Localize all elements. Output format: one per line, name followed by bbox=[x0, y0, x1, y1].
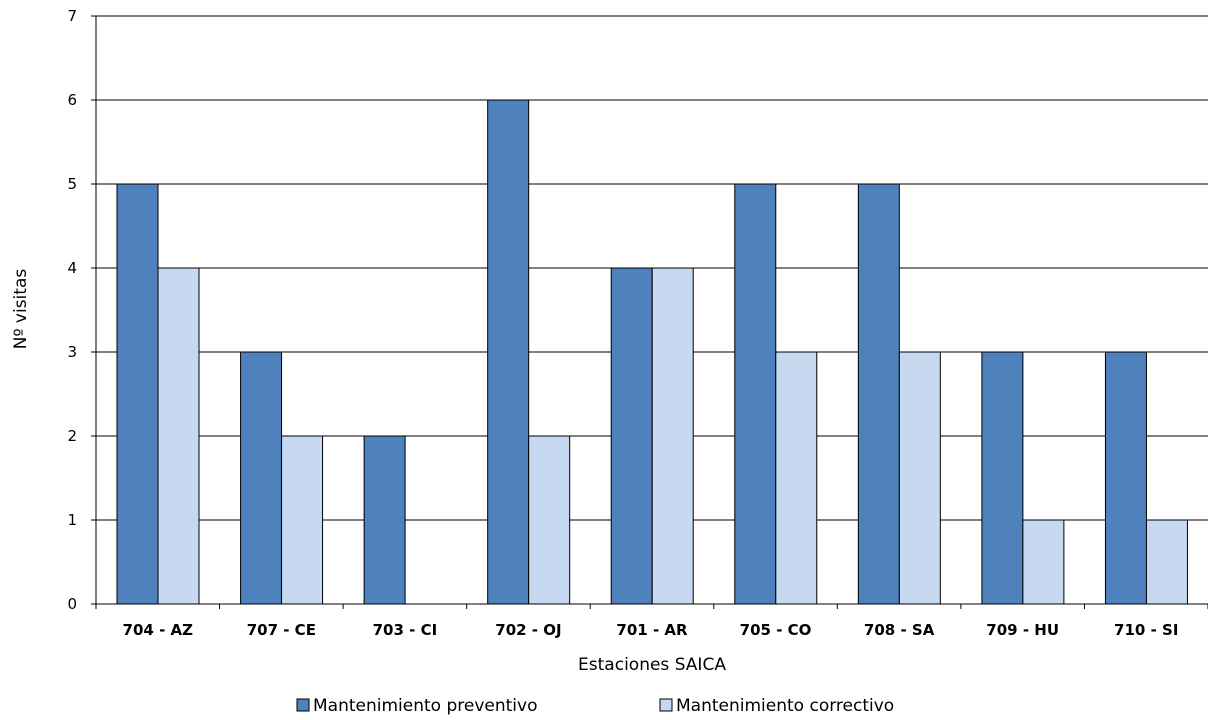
bar-preventivo bbox=[734, 183, 777, 605]
x-tick-label: 702 - OJ bbox=[495, 621, 561, 639]
x-axis-title: Estaciones SAICA bbox=[578, 655, 726, 675]
legend-swatch-preventivo bbox=[296, 698, 310, 712]
x-tick-label: 710 - SI bbox=[1114, 621, 1178, 639]
bar-correctivo bbox=[775, 351, 818, 605]
y-tick-label: 3 bbox=[67, 343, 77, 361]
bars bbox=[116, 99, 1188, 605]
bar-preventivo bbox=[363, 435, 406, 605]
bar-preventivo bbox=[487, 99, 530, 605]
y-axis-title: Nº visitas bbox=[11, 269, 31, 350]
bar-correctivo bbox=[157, 267, 200, 605]
axes bbox=[91, 15, 1208, 609]
bar-correctivo bbox=[651, 267, 694, 605]
bar-preventivo bbox=[857, 183, 900, 605]
legend-label-correctivo: Mantenimiento correctivo bbox=[676, 696, 894, 716]
bar-preventivo bbox=[116, 183, 159, 605]
bar-correctivo bbox=[1145, 519, 1188, 605]
y-tick-labels: 0 1 2 3 4 5 6 7 bbox=[67, 7, 77, 613]
bar-correctivo bbox=[281, 435, 324, 605]
y-tick-label: 7 bbox=[67, 7, 77, 25]
bar-preventivo bbox=[981, 351, 1024, 605]
y-tick-label: 0 bbox=[67, 595, 77, 613]
y-tick-label: 4 bbox=[67, 259, 77, 277]
x-tick-label: 701 - AR bbox=[616, 621, 688, 639]
legend-swatch-correctivo bbox=[659, 698, 673, 712]
bar-correctivo bbox=[528, 435, 571, 605]
y-tick-label: 1 bbox=[67, 511, 77, 529]
x-tick-labels: 704 - AZ 707 - CE 703 - CI 702 - OJ 701 - AR… bbox=[123, 621, 1179, 639]
x-tick-label: 709 - HU bbox=[986, 621, 1059, 639]
bar-preventivo bbox=[1104, 351, 1147, 605]
bar-correctivo bbox=[1022, 519, 1065, 605]
bar-preventivo bbox=[610, 267, 653, 605]
legend-label-preventivo: Mantenimiento preventivo bbox=[313, 696, 537, 716]
x-tick-label: 703 - CI bbox=[373, 621, 438, 639]
bar-preventivo bbox=[240, 351, 283, 605]
y-tick-label: 6 bbox=[67, 91, 77, 109]
y-tick-label: 2 bbox=[67, 427, 77, 445]
x-tick-label: 707 - CE bbox=[247, 621, 316, 639]
x-tick-label: 708 - SA bbox=[864, 621, 935, 639]
legend: Mantenimiento preventivo Mantenimiento c… bbox=[296, 696, 894, 716]
bar-correctivo bbox=[898, 351, 941, 605]
x-tick-label: 704 - AZ bbox=[123, 621, 194, 639]
x-tick-label: 705 - CO bbox=[740, 621, 812, 639]
y-tick-label: 5 bbox=[67, 175, 77, 193]
